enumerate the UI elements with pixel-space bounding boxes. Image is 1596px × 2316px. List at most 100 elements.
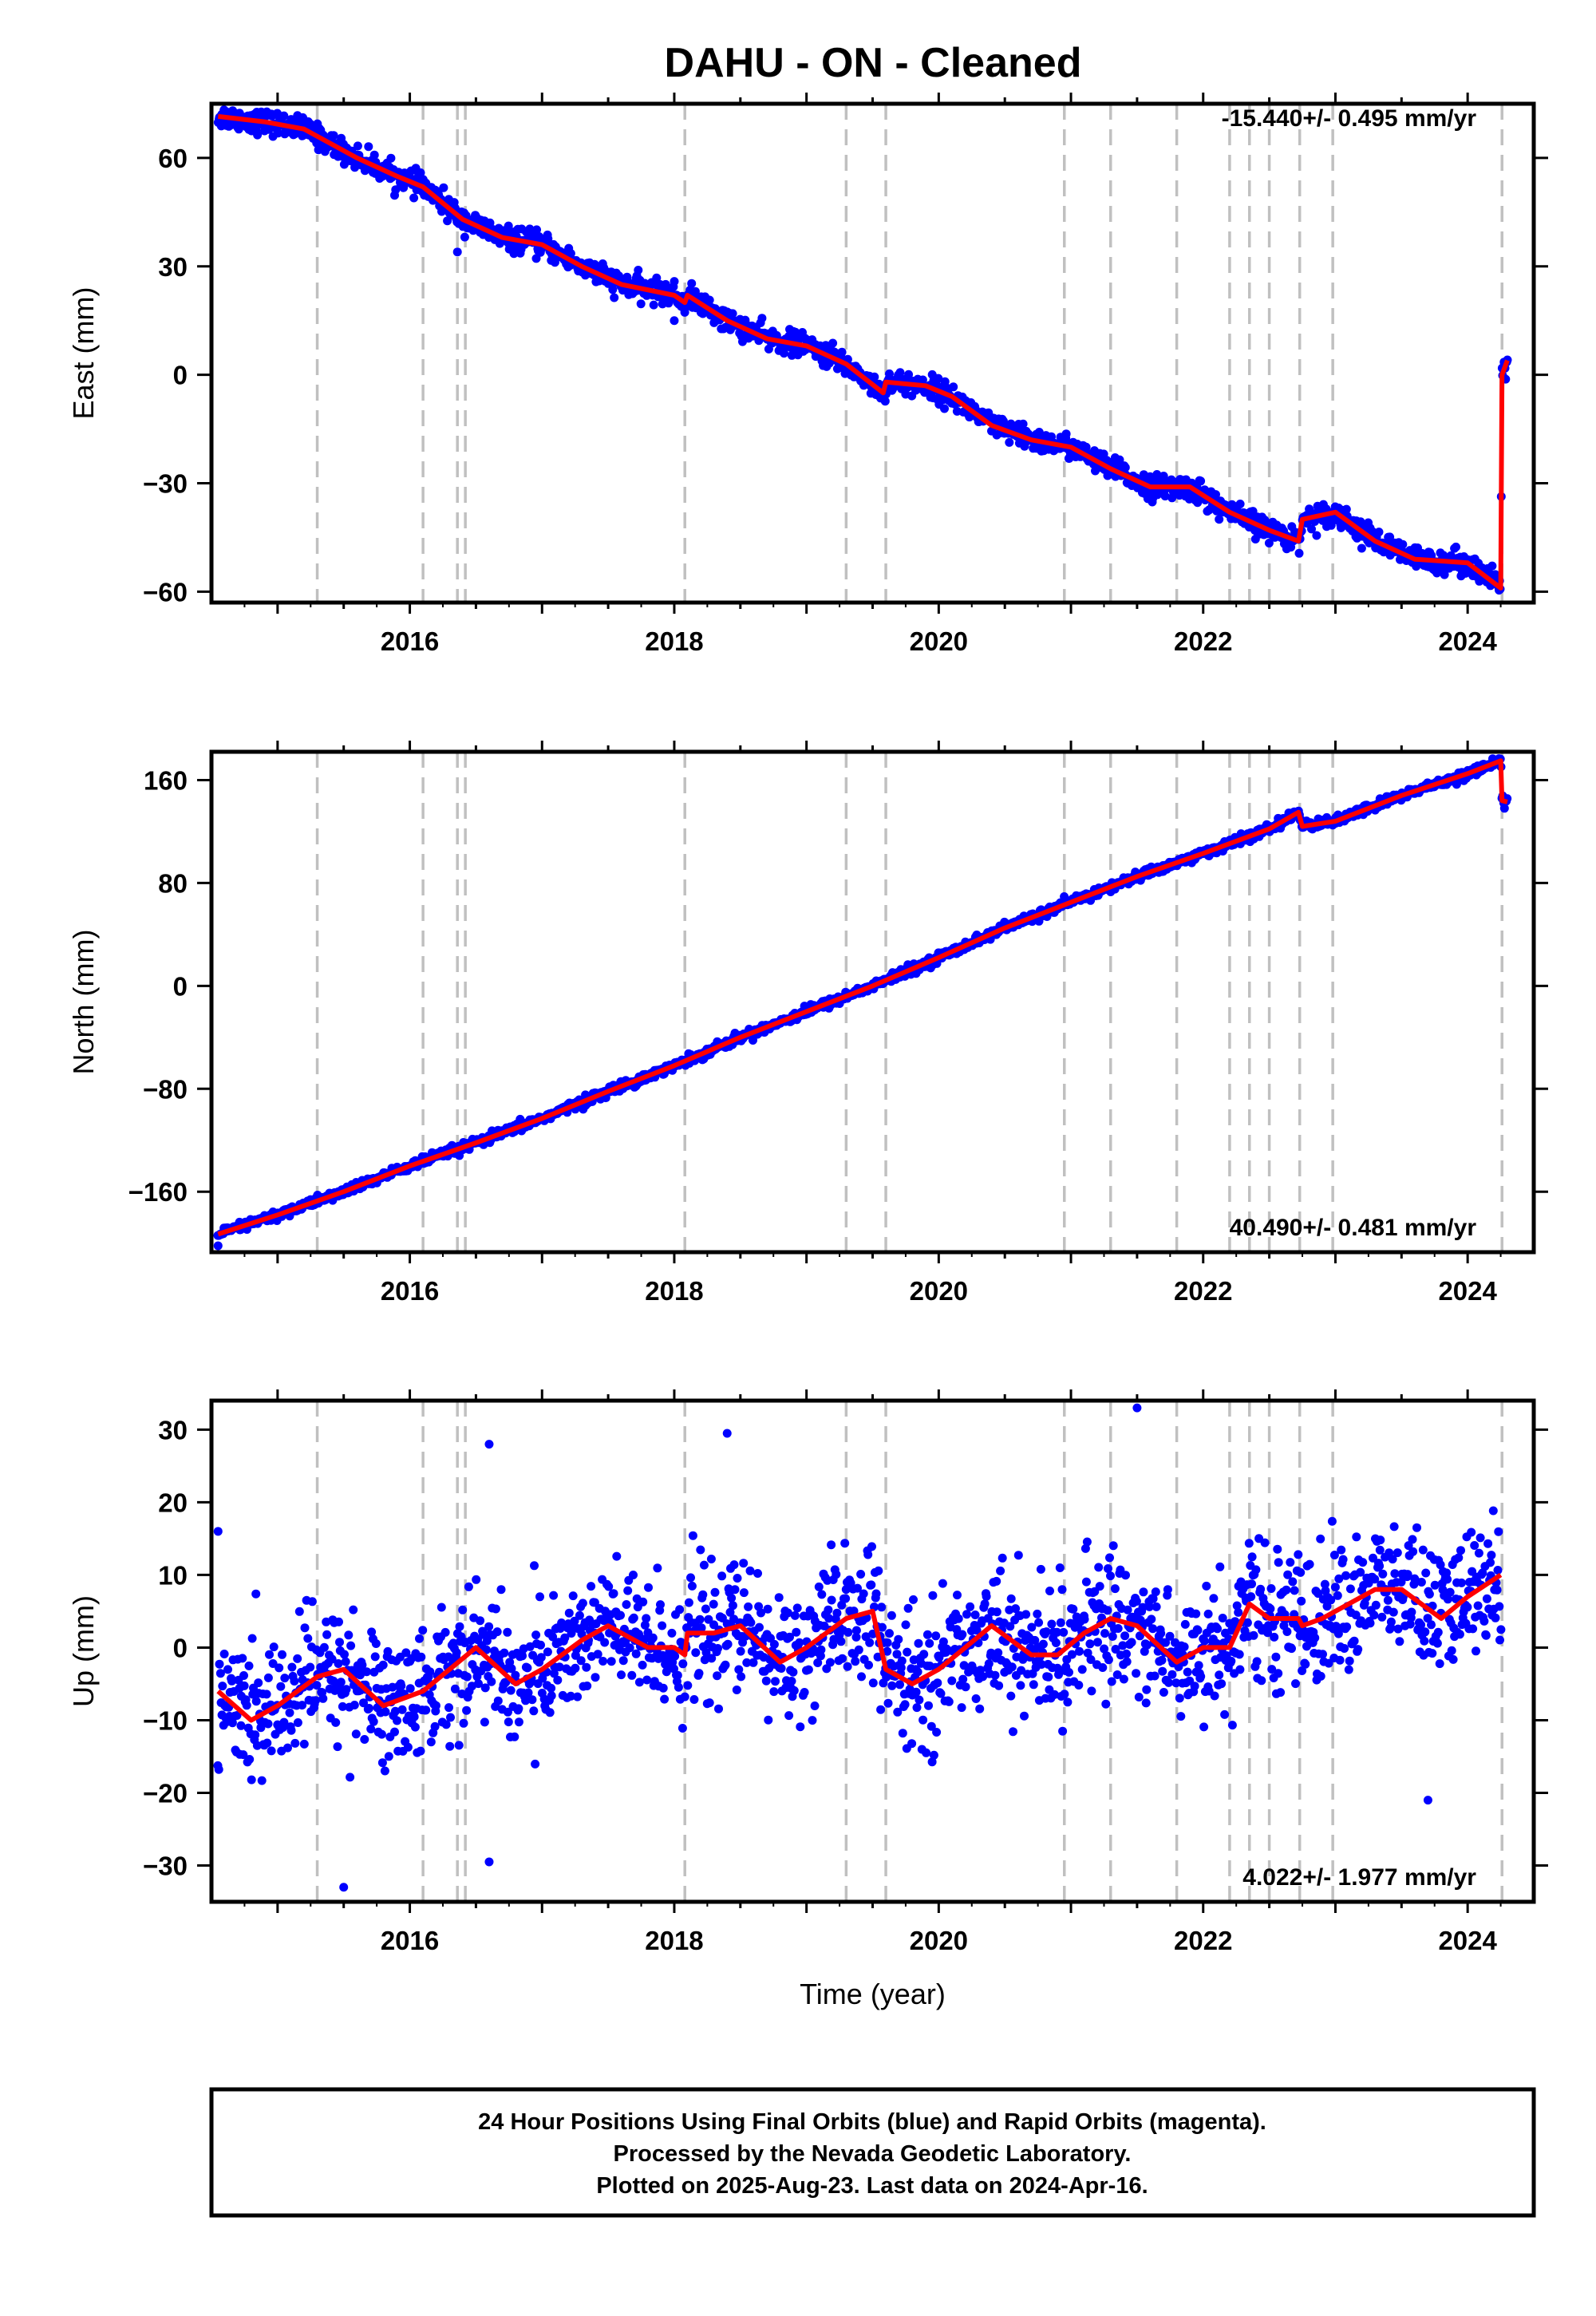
data-point xyxy=(730,1585,740,1595)
data-point xyxy=(564,1608,574,1618)
data-point xyxy=(1021,1610,1031,1619)
data-point xyxy=(1234,1607,1243,1617)
data-point xyxy=(638,1660,647,1670)
data-point xyxy=(883,1698,893,1708)
y-axis-label: East (mm) xyxy=(67,287,100,420)
data-point xyxy=(1034,1618,1044,1627)
data-point xyxy=(636,299,646,309)
data-point xyxy=(300,1623,310,1633)
data-point xyxy=(523,1663,532,1673)
data-point xyxy=(706,1555,716,1563)
data-point xyxy=(371,1639,381,1648)
data-point xyxy=(504,1717,513,1727)
data-point xyxy=(350,163,360,172)
data-point xyxy=(926,1721,936,1731)
data-point xyxy=(836,1637,846,1646)
data-point xyxy=(1141,1698,1151,1708)
data-point xyxy=(239,1750,248,1760)
data-point xyxy=(242,1701,251,1710)
data-point xyxy=(370,1652,380,1662)
data-point xyxy=(401,1648,411,1658)
data-point xyxy=(303,1634,313,1643)
data-point xyxy=(994,1681,1004,1690)
data-point xyxy=(792,1627,801,1637)
data-point xyxy=(351,1729,361,1739)
data-point xyxy=(1215,1562,1225,1571)
data-point xyxy=(688,1531,697,1540)
data-point xyxy=(984,1659,994,1669)
data-point xyxy=(1060,1690,1069,1699)
data-point xyxy=(903,1603,913,1613)
data-point xyxy=(813,1658,823,1667)
data-point xyxy=(441,1720,451,1729)
data-point xyxy=(1082,1537,1092,1547)
data-point xyxy=(307,1597,317,1607)
data-point xyxy=(331,1717,341,1727)
data-point xyxy=(1499,804,1509,813)
data-point xyxy=(1094,1563,1104,1572)
x-tick-label: 2024 xyxy=(1438,1276,1497,1306)
data-point xyxy=(1167,1670,1177,1679)
data-point xyxy=(698,1590,708,1599)
data-point xyxy=(227,1676,236,1686)
data-point xyxy=(1030,1635,1040,1645)
data-point xyxy=(898,1729,907,1738)
data-point xyxy=(918,375,927,385)
data-point xyxy=(1163,1585,1172,1595)
data-point xyxy=(359,1698,368,1708)
data-point xyxy=(553,1675,563,1685)
data-point xyxy=(1209,1594,1219,1603)
data-point xyxy=(649,300,658,310)
outlier-point xyxy=(213,1241,223,1251)
data-point xyxy=(1307,524,1316,534)
data-point xyxy=(656,1600,665,1610)
data-point xyxy=(1357,543,1366,553)
data-point xyxy=(739,1588,749,1598)
y-tick-label: 80 xyxy=(158,868,188,898)
data-point xyxy=(788,1667,798,1677)
data-point xyxy=(523,1688,533,1697)
y-tick-label: 30 xyxy=(158,252,188,282)
data-point xyxy=(267,1746,276,1756)
data-point xyxy=(1264,539,1274,547)
data-point xyxy=(598,1657,608,1666)
data-point xyxy=(687,279,697,288)
data-point xyxy=(1100,1644,1109,1654)
data-point xyxy=(918,1715,928,1725)
data-point xyxy=(853,1583,862,1593)
data-point xyxy=(928,1591,938,1600)
data-point xyxy=(763,1604,772,1614)
data-point xyxy=(753,1569,762,1578)
data-point xyxy=(386,153,396,163)
data-point xyxy=(426,1737,436,1747)
data-point xyxy=(405,1684,415,1694)
data-point xyxy=(1158,1666,1167,1676)
data-point xyxy=(627,1670,637,1680)
plot-area xyxy=(213,104,1512,603)
data-point xyxy=(1190,1682,1199,1691)
data-point xyxy=(587,1582,596,1591)
data-point xyxy=(279,1717,289,1727)
data-point xyxy=(268,1659,278,1668)
data-point xyxy=(771,1677,780,1686)
data-point xyxy=(1180,1619,1190,1629)
data-point xyxy=(548,1632,558,1642)
data-point xyxy=(874,1566,883,1575)
data-point xyxy=(828,338,838,348)
data-point xyxy=(1075,1646,1084,1656)
data-point xyxy=(851,1632,861,1642)
data-point xyxy=(1398,539,1408,549)
data-point xyxy=(1101,1699,1111,1709)
data-point xyxy=(1196,1672,1206,1682)
data-point xyxy=(725,1607,735,1617)
data-point xyxy=(346,1641,356,1650)
data-point xyxy=(1120,1631,1130,1641)
data-point xyxy=(1083,1648,1092,1658)
data-point xyxy=(938,1579,947,1588)
data-point xyxy=(713,1644,722,1653)
data-point xyxy=(253,130,263,140)
data-point xyxy=(1038,1639,1048,1649)
x-tick-label: 2016 xyxy=(381,1276,439,1306)
data-point xyxy=(557,1618,567,1627)
data-point xyxy=(333,1742,342,1752)
